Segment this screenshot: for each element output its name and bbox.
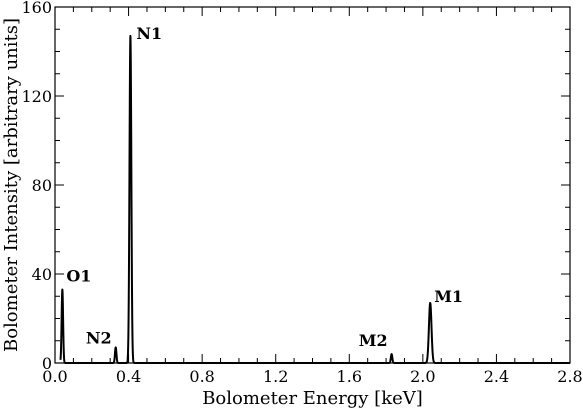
y-tick-label: 40 [32,265,52,284]
x-tick-label: 2.0 [410,367,435,386]
peak-label-o1: O1 [66,267,91,286]
peak-labels-layer: O1 N2 N1 M2 M1 [66,24,463,350]
x-tick-label: 1.2 [263,367,288,386]
tick-labels-layer: 0.0 0.4 0.8 1.2 1.6 2.0 2.4 2.8 0 40 80 120 160 [21,0,582,386]
x-tick-label: 1.6 [337,367,362,386]
peak-label-m2: M2 [359,331,388,350]
x-axis-label: Bolometer Energy [keV] [202,388,423,409]
ticks-layer [54,6,571,364]
x-tick-label: 0.0 [42,367,67,386]
plot-frame [54,6,571,364]
x-tick-label: 2.8 [557,367,582,386]
x-tick-label: 2.4 [484,367,509,386]
y-tick-label: 80 [32,176,52,195]
y-tick-label: 0 [42,354,52,373]
peak-label-m1: M1 [434,287,463,306]
y-tick-label: 120 [21,87,52,106]
x-tick-label: 0.4 [116,367,141,386]
y-axis-label: Bolometer Intensity [arbitrary units] [1,18,22,352]
x-tick-label: 0.8 [189,367,214,386]
peak-label-n2: N2 [86,328,112,347]
y-tick-label: 160 [21,0,52,17]
peak-label-n1: N1 [136,24,162,43]
